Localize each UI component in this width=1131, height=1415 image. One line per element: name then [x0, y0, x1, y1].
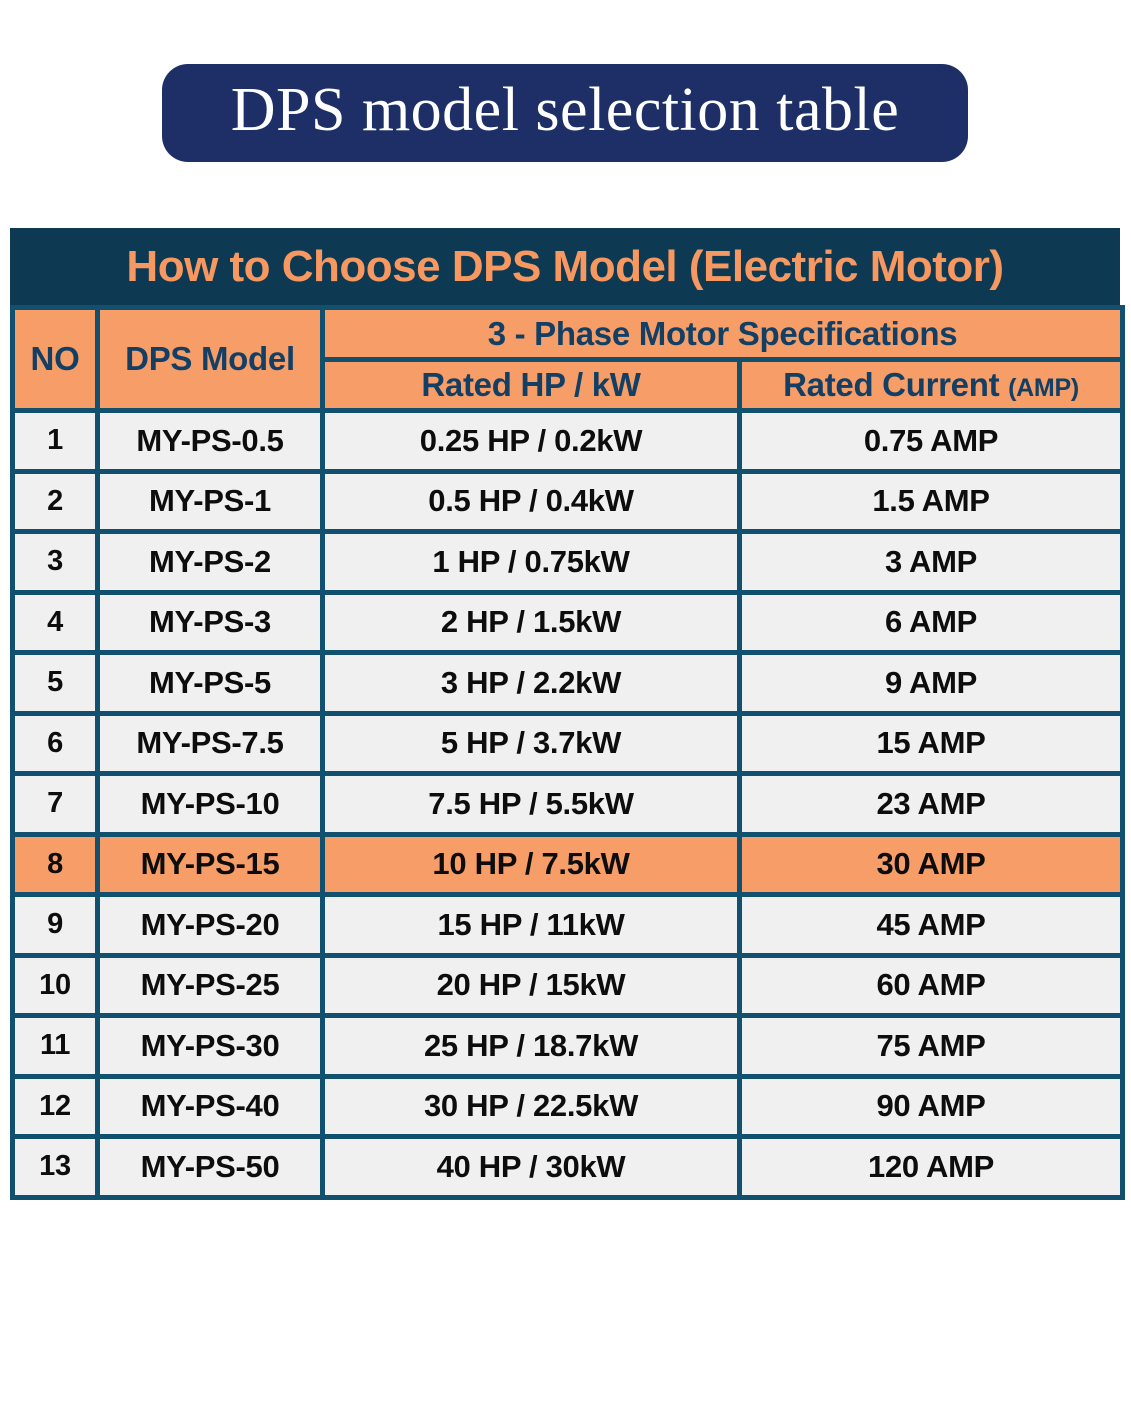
row-dps-model: MY-PS-2	[95, 529, 325, 595]
table-row: 3 MY-PS-2 1 HP / 0.75kW 3 AMP	[10, 529, 1125, 595]
row-rated-hp: 7.5 HP / 5.5kW	[320, 771, 742, 837]
row-rated-current: 45 AMP	[737, 892, 1125, 958]
row-rated-hp: 3 HP / 2.2kW	[320, 650, 742, 716]
table-row: 8 MY-PS-15 10 HP / 7.5kW 30 AMP	[10, 831, 1125, 897]
row-rated-current: 120 AMP	[737, 1134, 1125, 1200]
row-dps-model: MY-PS-50	[95, 1134, 325, 1200]
row-rated-current: 15 AMP	[737, 710, 1125, 776]
row-rated-hp: 30 HP / 22.5kW	[320, 1073, 742, 1139]
row-rated-hp: 25 HP / 18.7kW	[320, 1013, 742, 1079]
row-dps-model: MY-PS-10	[95, 771, 325, 837]
dps-selection-table: NO DPS Model 3 - Phase Motor Specificati…	[10, 305, 1125, 1200]
row-dps-model: MY-PS-3	[95, 589, 325, 655]
row-rated-current: 3 AMP	[737, 529, 1125, 595]
row-rated-current: 75 AMP	[737, 1013, 1125, 1079]
row-rated-current: 9 AMP	[737, 650, 1125, 716]
row-no: 7	[10, 771, 100, 837]
column-header-spec-group: 3 - Phase Motor Specifications	[320, 305, 1125, 362]
page-title-badge: DPS model selection table	[162, 64, 968, 162]
row-dps-model: MY-PS-30	[95, 1013, 325, 1079]
row-rated-current: 6 AMP	[737, 589, 1125, 655]
row-dps-model: MY-PS-20	[95, 892, 325, 958]
table-row: 4 MY-PS-3 2 HP / 1.5kW 6 AMP	[10, 589, 1125, 655]
row-dps-model: MY-PS-7.5	[95, 710, 325, 776]
column-header-no: NO	[10, 305, 100, 413]
row-rated-hp: 20 HP / 15kW	[320, 952, 742, 1018]
header-row-sub: Rated HP / kW Rated Current (AMP)	[13, 357, 1125, 413]
table-row: 11 MY-PS-30 25 HP / 18.7kW 75 AMP	[10, 1013, 1125, 1079]
row-no: 2	[10, 468, 100, 534]
row-rated-current: 60 AMP	[737, 952, 1125, 1018]
row-rated-current: 1.5 AMP	[737, 468, 1125, 534]
row-rated-hp: 40 HP / 30kW	[320, 1134, 742, 1200]
row-no: 3	[10, 529, 100, 595]
row-no: 9	[10, 892, 100, 958]
row-dps-model: MY-PS-15	[95, 831, 325, 897]
column-header-rated-current: Rated Current (AMP)	[737, 357, 1125, 413]
table-row: 2 MY-PS-1 0.5 HP / 0.4kW 1.5 AMP	[10, 468, 1125, 534]
row-dps-model: MY-PS-25	[95, 952, 325, 1018]
row-dps-model: MY-PS-40	[95, 1073, 325, 1139]
column-header-dps-model: DPS Model	[95, 305, 325, 413]
row-rated-hp: 15 HP / 11kW	[320, 892, 742, 958]
table-row: 10 MY-PS-25 20 HP / 15kW 60 AMP	[10, 952, 1125, 1018]
dps-selection-table-card: How to Choose DPS Model (Electric Motor)…	[10, 228, 1125, 1200]
row-dps-model: MY-PS-0.5	[95, 408, 325, 474]
row-no: 12	[10, 1073, 100, 1139]
table-row: 6 MY-PS-7.5 5 HP / 3.7kW 15 AMP	[10, 710, 1125, 776]
table-row: 12 MY-PS-40 30 HP / 22.5kW 90 AMP	[10, 1073, 1125, 1139]
row-no: 10	[10, 952, 100, 1018]
row-rated-current: 0.75 AMP	[737, 408, 1125, 474]
row-rated-hp: 10 HP / 7.5kW	[320, 831, 742, 897]
table-row: 1 MY-PS-0.5 0.25 HP / 0.2kW 0.75 AMP	[10, 408, 1125, 474]
row-rated-hp: 1 HP / 0.75kW	[320, 529, 742, 595]
row-no: 1	[10, 408, 100, 474]
table-title: How to Choose DPS Model (Electric Motor)	[126, 241, 1004, 291]
row-dps-model: MY-PS-5	[95, 650, 325, 716]
table-title-bar: How to Choose DPS Model (Electric Motor)	[10, 228, 1120, 305]
row-rated-hp: 0.25 HP / 0.2kW	[320, 408, 742, 474]
row-no: 8	[10, 831, 100, 897]
row-no: 11	[10, 1013, 100, 1079]
column-header-rated-hp: Rated HP / kW	[320, 357, 742, 413]
page-title: DPS model selection table	[230, 75, 900, 144]
row-no: 5	[10, 650, 100, 716]
row-dps-model: MY-PS-1	[95, 468, 325, 534]
row-rated-hp: 0.5 HP / 0.4kW	[320, 468, 742, 534]
row-rated-current: 23 AMP	[737, 771, 1125, 837]
row-no: 13	[10, 1134, 100, 1200]
table-header: NO DPS Model 3 - Phase Motor Specificati…	[10, 305, 1125, 413]
table-row: 7 MY-PS-10 7.5 HP / 5.5kW 23 AMP	[10, 771, 1125, 837]
row-rated-current: 90 AMP	[737, 1073, 1125, 1139]
row-rated-hp: 5 HP / 3.7kW	[320, 710, 742, 776]
table-row: 13 MY-PS-50 40 HP / 30kW 120 AMP	[10, 1134, 1125, 1200]
rated-current-unit-label: (AMP)	[1008, 374, 1079, 402]
header-row-group: NO DPS Model 3 - Phase Motor Specificati…	[10, 305, 1125, 413]
rated-current-label: Rated Current	[783, 366, 1000, 403]
row-no: 4	[10, 589, 100, 655]
table-row: 5 MY-PS-5 3 HP / 2.2kW 9 AMP	[10, 650, 1125, 716]
row-rated-current: 30 AMP	[737, 831, 1125, 897]
table-row: 9 MY-PS-20 15 HP / 11kW 45 AMP	[10, 892, 1125, 958]
table-body: 1 MY-PS-0.5 0.25 HP / 0.2kW 0.75 AMP 2 MY-PS-…	[10, 408, 1125, 1200]
row-rated-hp: 2 HP / 1.5kW	[320, 589, 742, 655]
row-no: 6	[10, 710, 100, 776]
